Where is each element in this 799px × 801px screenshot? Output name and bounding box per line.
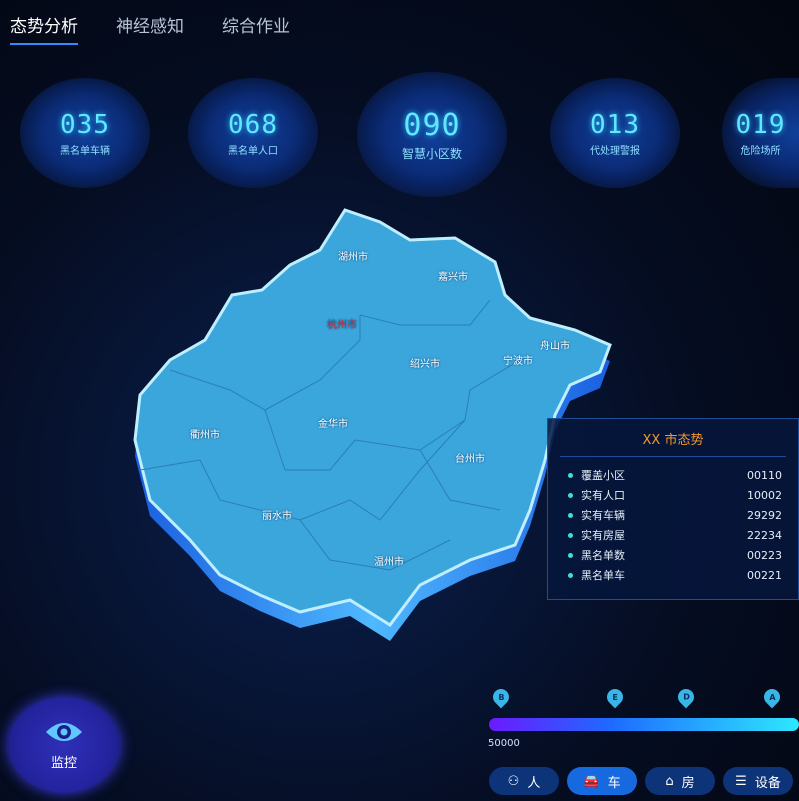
timeline-scale-label: 50000 — [488, 738, 520, 749]
filter-label: 房 — [681, 775, 695, 791]
monitor-label: 监控 — [50, 755, 77, 771]
filter-label: 车 — [607, 775, 621, 791]
stat-label: 危险场所 — [740, 145, 781, 157]
top-tabs: 态势分析 神经感知 综合作业 — [10, 12, 290, 45]
panel-row: 实有车辆 29292 — [548, 505, 798, 525]
marker-label: D — [682, 692, 690, 702]
city-zhoushan[interactable]: 舟山市 — [540, 341, 570, 352]
bullet-icon — [568, 492, 573, 498]
city-ningbo[interactable]: 宁波市 — [503, 356, 533, 367]
stat-value: 035 — [60, 109, 110, 140]
stat-label: 智慧小区数 — [401, 146, 462, 161]
eye-icon — [46, 722, 82, 741]
car-icon: 🚘 — [583, 773, 600, 789]
region-borders — [139, 299, 521, 571]
house-icon: ⌂ — [665, 773, 674, 789]
filter-label: 设备 — [754, 775, 781, 791]
city-jiaxing[interactable]: 嘉兴市 — [438, 272, 468, 283]
row-label: 黑名单数 — [581, 549, 625, 562]
marker-label: B — [497, 692, 505, 702]
device-icon: ☰ — [735, 773, 747, 789]
monitor-button[interactable]: 监控 — [8, 697, 120, 793]
stat-label: 黑名单车辆 — [60, 145, 110, 157]
panel-row: 黑名单数 00223 — [548, 545, 798, 565]
marker-label: E — [612, 692, 618, 702]
panel-title: XX 市态势 — [560, 419, 786, 457]
city-jinhua[interactable]: 金华市 — [318, 419, 348, 430]
filter-label: 人 — [527, 775, 541, 791]
filter-house-button[interactable]: ⌂ 房 — [645, 767, 715, 795]
row-label: 覆盖小区 — [581, 469, 625, 482]
row-label: 实有房屋 — [581, 529, 625, 542]
city-huzhou[interactable]: 湖州市 — [338, 252, 368, 263]
tab-situation[interactable]: 态势分析 — [10, 12, 78, 45]
stat-value: 019 — [735, 109, 786, 140]
map-surface — [133, 208, 612, 628]
city-situation-panel: XX 市态势 覆盖小区 00110 实有人口 10002 实有车辆 29292 实有房… — [547, 418, 799, 600]
stat-value: 013 — [590, 109, 640, 140]
filter-car-button[interactable]: 🚘 车 — [567, 767, 637, 795]
city-lishui[interactable]: 丽水市 — [262, 511, 292, 522]
row-value: 00223 — [747, 548, 782, 562]
filter-device-button[interactable]: ☰ 设备 — [723, 767, 793, 795]
row-label: 实有人口 — [581, 489, 625, 502]
panel-row: 黑名单车 00221 — [548, 565, 798, 585]
row-value: 22234 — [747, 528, 782, 542]
panel-row: 实有房屋 22234 — [548, 525, 798, 545]
city-wenzhou[interactable]: 温州市 — [374, 557, 404, 568]
row-label: 实有车辆 — [581, 509, 625, 522]
timeline-slider[interactable] — [489, 718, 799, 731]
row-label: 黑名单车 — [581, 569, 625, 582]
row-value: 29292 — [747, 508, 782, 522]
filter-buttons: ⚇ 人 🚘 车 ⌂ 房 ☰ 设备 — [489, 767, 793, 795]
marker-label: A — [768, 692, 776, 702]
filter-person-button[interactable]: ⚇ 人 — [489, 767, 559, 795]
tab-operations[interactable]: 综合作业 — [222, 17, 290, 37]
bullet-icon — [568, 532, 573, 538]
bullet-icon — [568, 512, 573, 518]
person-icon: ⚇ — [507, 773, 520, 789]
row-value: 00110 — [747, 468, 782, 482]
bullet-icon — [568, 552, 573, 558]
stat-pending-alerts: 013 代处理警报 — [550, 78, 680, 188]
row-value: 00221 — [747, 568, 782, 582]
city-hangzhou[interactable]: 杭州市 — [327, 320, 357, 331]
stat-value: 068 — [228, 109, 278, 140]
stat-value: 090 — [403, 107, 461, 143]
bullet-icon — [568, 572, 573, 578]
stat-blacklist-vehicles: 035 黑名单车辆 — [20, 78, 150, 188]
tab-neural[interactable]: 神经感知 — [116, 17, 184, 37]
city-shaoxing[interactable]: 绍兴市 — [410, 359, 440, 370]
row-value: 10002 — [747, 488, 782, 502]
stat-blacklist-people: 068 黑名单人口 — [188, 78, 318, 188]
stat-smart-communities: 090 智慧小区数 — [357, 72, 507, 197]
bullet-icon — [568, 472, 573, 478]
city-quzhou[interactable]: 衢州市 — [190, 430, 220, 441]
panel-row: 实有人口 10002 — [548, 485, 798, 505]
panel-row: 覆盖小区 00110 — [548, 465, 798, 485]
stat-label: 代处理警报 — [590, 145, 640, 157]
stat-label: 黑名单人口 — [228, 145, 278, 157]
city-taizhou[interactable]: 台州市 — [455, 454, 485, 465]
